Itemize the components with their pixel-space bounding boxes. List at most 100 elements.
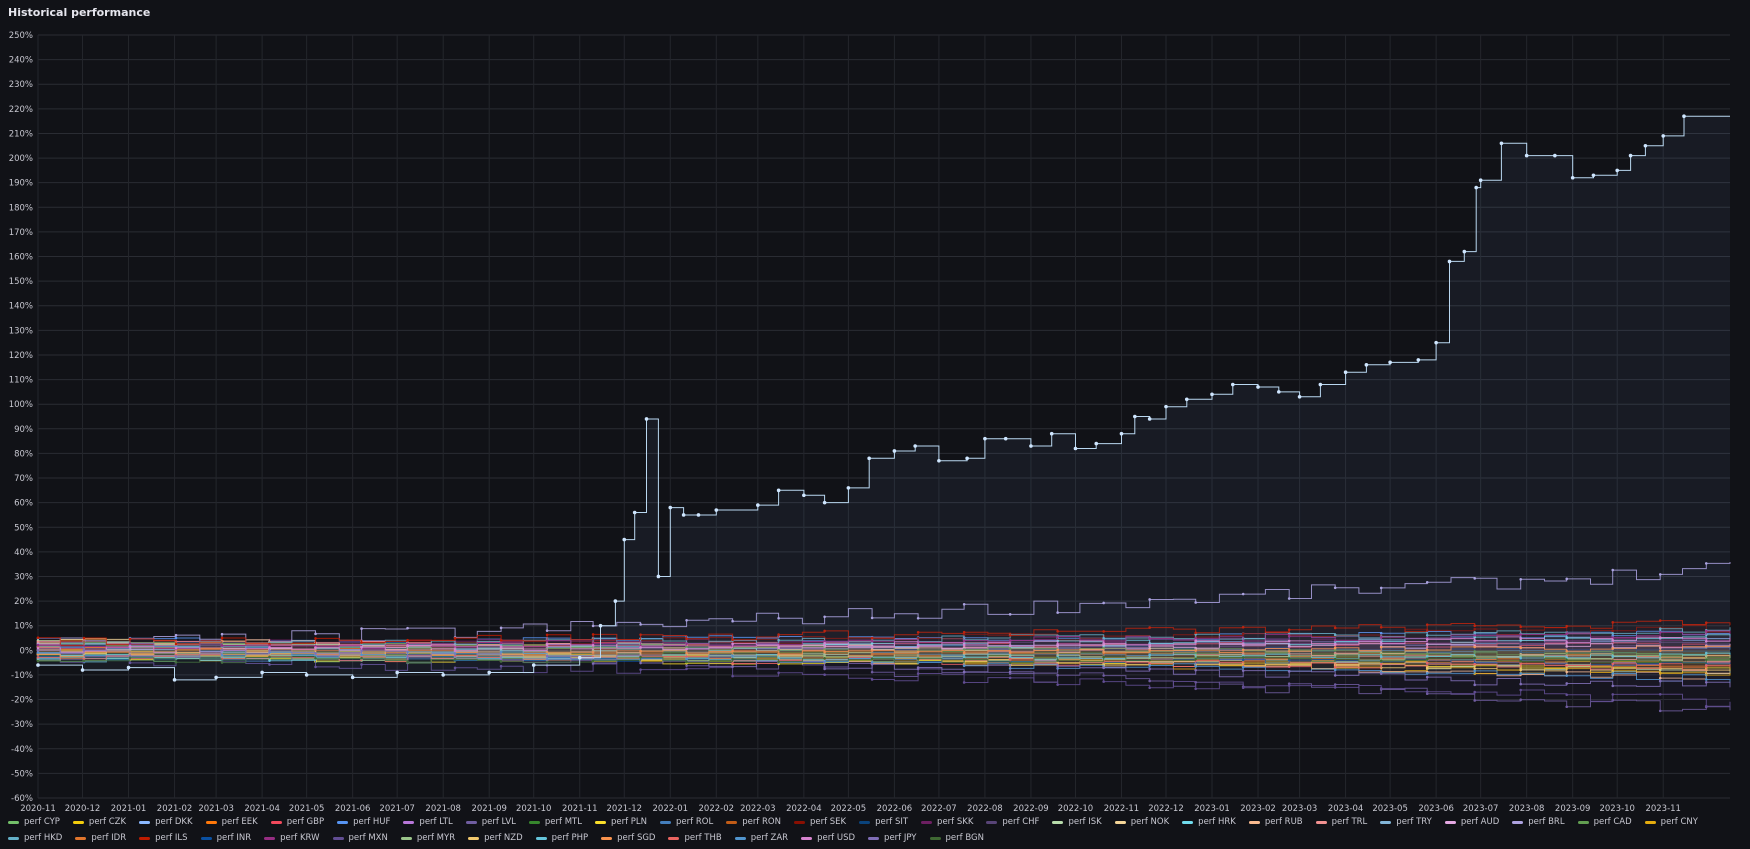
legend-item[interactable]: perf GBP	[270, 815, 324, 829]
legend-swatch	[668, 836, 680, 840]
series-point	[1094, 441, 1099, 446]
series-point	[304, 673, 309, 677]
legend-item[interactable]: perf SIT	[859, 815, 908, 829]
series-point	[1241, 686, 1245, 690]
legend-label: perf EEK	[221, 817, 258, 827]
legend-item[interactable]: perf MTL	[528, 815, 582, 829]
legend-item[interactable]: perf TRY	[1380, 815, 1432, 829]
legend-item[interactable]: perf MYR	[400, 831, 456, 845]
legend-item[interactable]: perf SGD	[601, 831, 655, 845]
legend-item[interactable]: perf SEK	[793, 815, 846, 829]
legend-label: perf LVL	[481, 817, 516, 827]
x-tick-label: 2022-01	[653, 804, 689, 814]
legend-item[interactable]: perf CYP	[8, 815, 60, 829]
legend-item[interactable]: perf CZK	[72, 815, 127, 829]
legend-item[interactable]: perf THB	[668, 831, 722, 845]
legend-item[interactable]: perf BRL	[1512, 815, 1565, 829]
y-tick-label: -40%	[11, 745, 33, 755]
series-point	[1473, 639, 1477, 642]
legend-item[interactable]: perf DKK	[139, 815, 193, 829]
legend-item[interactable]: perf LVL	[465, 815, 516, 829]
legend-item[interactable]: perf EEK	[205, 815, 258, 829]
series-point	[777, 652, 780, 656]
legend-item[interactable]: perf AUD	[1444, 815, 1499, 829]
legend-swatch	[1644, 820, 1656, 824]
legend-item[interactable]: perf ILS	[139, 831, 188, 845]
grid	[37, 34, 1730, 799]
legend-item[interactable]: perf SKK	[921, 815, 973, 829]
legend-item[interactable]: perf JPY	[868, 831, 917, 845]
series-point	[1333, 633, 1337, 637]
series-point	[668, 505, 673, 510]
x-tick-label: 2021-11	[562, 804, 598, 814]
series-point	[360, 627, 363, 630]
legend-item[interactable]: perf HKD	[8, 831, 62, 845]
legend-item[interactable]: perf IDR	[75, 831, 126, 845]
line-chart[interactable]: 250% 240% 230% 220% 210% 200% 190% 180% 170% 160%…	[0, 0, 1750, 815]
legend-label: perf DKK	[155, 817, 193, 827]
series-point	[1658, 679, 1662, 683]
legend-item[interactable]: perf CNY	[1644, 815, 1698, 829]
legend-item[interactable]: perf USD	[801, 831, 855, 845]
series-point	[777, 646, 780, 650]
series-point	[128, 656, 132, 660]
series-point	[1425, 580, 1429, 584]
series-point	[1008, 651, 1012, 654]
series-point	[1148, 649, 1151, 652]
y-tick-label: 240%	[9, 56, 33, 66]
legend-item[interactable]: perf NZD	[468, 831, 523, 845]
legend-item[interactable]: perf MXN	[332, 831, 388, 845]
legend-item[interactable]: perf PHP	[535, 831, 588, 845]
series-point	[1473, 683, 1477, 687]
series-point	[1148, 653, 1151, 657]
legend-label: perf MYR	[416, 833, 456, 843]
series-point	[1102, 655, 1105, 659]
legend-item[interactable]: perf ZAR	[734, 831, 788, 845]
legend-label: perf THB	[684, 833, 722, 843]
legend-item[interactable]: perf NOK	[1114, 815, 1169, 829]
legend-label: perf CZK	[88, 817, 127, 827]
series-line	[38, 655, 1731, 707]
series-point	[1565, 658, 1569, 662]
legend-item[interactable]: perf CAD	[1577, 815, 1632, 829]
series-point	[1473, 650, 1477, 653]
series-point	[870, 642, 874, 645]
series-point	[1519, 625, 1523, 629]
series-point	[685, 664, 688, 667]
y-tick-label: 70%	[14, 474, 33, 484]
legend-item[interactable]: perf KRW	[264, 831, 320, 845]
legend-swatch	[921, 820, 933, 824]
series-point	[360, 649, 363, 653]
legend-item[interactable]: perf HRK	[1182, 815, 1236, 829]
series-point	[36, 653, 40, 656]
series-point	[1230, 382, 1235, 387]
legend-item[interactable]: perf ROL	[660, 815, 713, 829]
series-point	[1287, 597, 1291, 600]
legend-item[interactable]: perf TRL	[1315, 815, 1367, 829]
series-point	[1658, 631, 1662, 634]
legend-item[interactable]: perf BGN	[929, 831, 984, 845]
series-point	[1553, 153, 1557, 158]
series-point	[962, 651, 966, 655]
series-point	[1194, 687, 1197, 691]
series-point	[577, 655, 582, 660]
legend-item[interactable]: perf RON	[726, 815, 781, 829]
legend-swatch	[1512, 820, 1524, 824]
series-point	[1425, 642, 1429, 646]
legend-item[interactable]: perf RUB	[1248, 815, 1303, 829]
series-point	[1565, 693, 1569, 697]
legend-item[interactable]: perf INR	[200, 831, 251, 845]
series-point	[916, 666, 920, 669]
legend-item[interactable]: perf ISK	[1052, 815, 1102, 829]
legend-item[interactable]: perf CHF	[986, 815, 1039, 829]
series-point	[80, 668, 85, 672]
legend-item[interactable]: perf LTL	[403, 815, 453, 829]
legend-item[interactable]: perf HUF	[337, 815, 390, 829]
series-point	[1682, 114, 1686, 119]
series-perf-try	[36, 114, 1730, 682]
series-point	[1364, 363, 1369, 367]
legend-item[interactable]: perf PLN	[594, 815, 647, 829]
series-point	[1008, 661, 1012, 665]
series-point	[174, 633, 178, 637]
legend-label: perf CYP	[24, 817, 60, 827]
